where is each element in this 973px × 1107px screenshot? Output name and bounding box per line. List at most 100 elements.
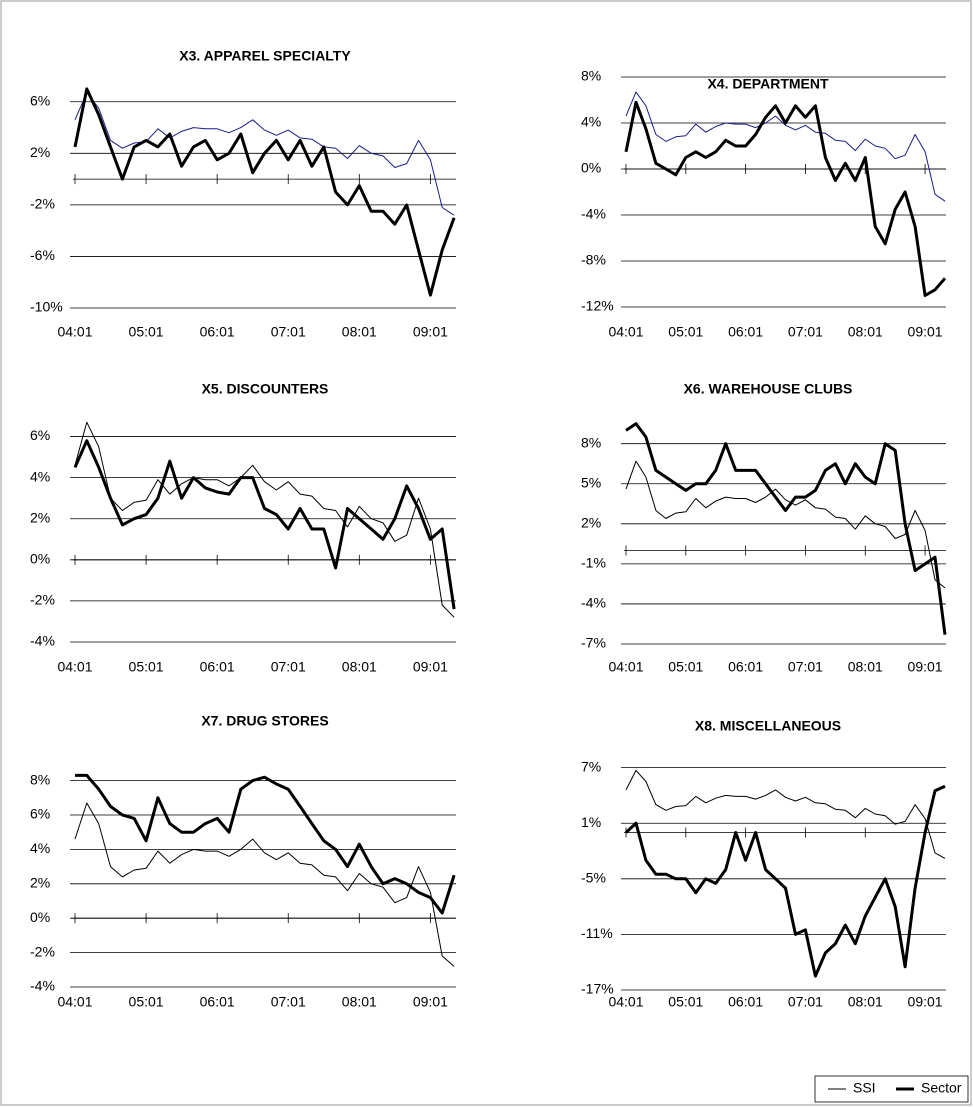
x-tick-label: 06:01 — [728, 659, 763, 675]
x-tick-label: 08:01 — [848, 324, 883, 340]
x-tick-label: 06:01 — [728, 994, 763, 1010]
legend-label: Sector — [921, 1080, 962, 1096]
chart: X8. MISCELLANEOUS 7% 1% -5% -11% -17%04:01 05:… — [581, 718, 946, 1010]
series-line — [625, 460, 946, 589]
x-tick-label: 07:01 — [271, 324, 306, 340]
x-tick-label: 07:01 — [788, 994, 823, 1010]
y-tick-label: -11% — [581, 925, 613, 941]
series-line — [624, 100, 947, 297]
y-tick-label: -4% — [30, 633, 55, 649]
y-tick-label: -2% — [30, 943, 55, 959]
x-tick-label: 04:01 — [608, 324, 643, 340]
y-tick-label: 6% — [30, 427, 50, 443]
x-tick-label: 05:01 — [129, 659, 164, 675]
y-tick-label: 1% — [581, 814, 601, 830]
y-tick-label: 8% — [581, 434, 601, 450]
series-line — [625, 769, 946, 859]
x-tick-label: 04:01 — [608, 994, 643, 1010]
y-tick-label: 7% — [581, 758, 601, 774]
series-line — [624, 784, 946, 978]
y-tick-label: -5% — [581, 870, 606, 886]
y-tick-label: -2% — [30, 592, 55, 608]
series-line — [625, 91, 946, 202]
y-tick-label: 4% — [581, 114, 601, 130]
chart: X3. APPAREL SPECIALTY 6% 2% -2% -6% -10% 04:01… — [30, 48, 456, 340]
series-line — [74, 421, 455, 618]
x-tick-label: 07:01 — [271, 659, 306, 675]
x-tick-label: 09:01 — [413, 324, 448, 340]
y-tick-label: -6% — [30, 247, 55, 263]
y-tick-label: 8% — [581, 68, 601, 84]
x-tick-label: 05:01 — [668, 994, 703, 1010]
y-tick-label: -10% — [30, 299, 63, 315]
x-tick-label: 04:01 — [57, 659, 92, 675]
series-line — [74, 92, 455, 216]
x-tick-label: 09:01 — [413, 994, 448, 1010]
y-tick-label: -1% — [581, 555, 606, 571]
chart-title: X3. APPAREL SPECIALTY — [179, 48, 351, 64]
x-tick-label: 09:01 — [413, 659, 448, 675]
y-tick-label: -7% — [581, 635, 606, 651]
x-tick-label: 04:01 — [608, 659, 643, 675]
series-line — [73, 87, 456, 297]
chart-title: X4. DEPARTMENT — [707, 76, 829, 92]
x-tick-label: 08:01 — [848, 659, 883, 675]
x-tick-label: 06:01 — [200, 994, 235, 1010]
legend-label: SSI — [853, 1080, 876, 1096]
series-line — [75, 773, 456, 915]
y-tick-label: -12% — [581, 298, 614, 314]
x-tick-label: 05:01 — [129, 324, 164, 340]
y-tick-label: 4% — [30, 468, 50, 484]
y-tick-label: -4% — [30, 978, 55, 994]
y-tick-label: 0% — [581, 160, 601, 176]
chart: X5. DISCOUNTERS 6% 4% 2% 0% -2% -4%04:01 05:01 0… — [30, 381, 456, 675]
y-tick-label: -4% — [581, 206, 606, 222]
x-tick-label: 09:01 — [908, 659, 943, 675]
y-tick-label: 2% — [30, 875, 50, 891]
x-tick-label: 06:01 — [200, 659, 235, 675]
series-line — [625, 422, 947, 635]
x-tick-label: 07:01 — [788, 659, 823, 675]
x-tick-label: 09:01 — [908, 994, 943, 1010]
y-tick-label: 5% — [581, 474, 601, 490]
x-tick-label: 06:01 — [728, 324, 763, 340]
y-tick-label: -17% — [581, 981, 614, 997]
x-tick-label: 08:01 — [342, 324, 377, 340]
y-tick-label: -2% — [30, 196, 55, 212]
chart: X6. WAREHOUSE CLUBS 8% 5% 2% -1% -4% -7%04:01 0… — [581, 381, 947, 675]
chart-title: X8. MISCELLANEOUS — [695, 718, 841, 734]
y-tick-label: -4% — [581, 595, 606, 611]
y-tick-label: 0% — [30, 909, 50, 925]
x-tick-label: 04:01 — [57, 994, 92, 1010]
y-tick-label: 2% — [581, 515, 601, 531]
chart-title: X6. WAREHOUSE CLUBS — [684, 381, 853, 397]
x-tick-label: 04:01 — [57, 324, 92, 340]
chart: X7. DRUG STORES 8% 6% 4% 2% 0% -2% -4%04:01 05:0… — [30, 713, 456, 1010]
y-tick-label: 2% — [30, 144, 50, 160]
y-tick-label: 0% — [30, 551, 50, 567]
y-tick-label: 6% — [30, 92, 50, 108]
x-tick-label: 05:01 — [129, 994, 164, 1010]
x-tick-label: 07:01 — [271, 994, 306, 1010]
x-tick-label: 05:01 — [668, 659, 703, 675]
series-line — [73, 439, 456, 610]
x-tick-label: 06:01 — [200, 324, 235, 340]
x-tick-label: 05:01 — [668, 324, 703, 340]
y-tick-label: 6% — [30, 806, 50, 822]
x-tick-label: 08:01 — [342, 994, 377, 1010]
chart-title: X5. DISCOUNTERS — [202, 381, 329, 397]
legend: SSI Sector — [814, 1075, 969, 1103]
x-tick-label: 08:01 — [848, 994, 883, 1010]
chart-title: X7. DRUG STORES — [201, 713, 328, 729]
x-tick-label: 07:01 — [788, 324, 823, 340]
x-tick-label: 08:01 — [342, 659, 377, 675]
chart: X4. DEPARTMENT 8% 4% 0% -4% -8% -12% 04:01 05:01… — [581, 68, 947, 340]
y-tick-label: 2% — [30, 509, 50, 525]
y-tick-label: 8% — [30, 771, 50, 787]
series-line — [74, 802, 455, 967]
y-tick-label: -8% — [581, 252, 606, 268]
y-tick-label: 4% — [30, 840, 50, 856]
x-tick-label: 09:01 — [908, 324, 943, 340]
